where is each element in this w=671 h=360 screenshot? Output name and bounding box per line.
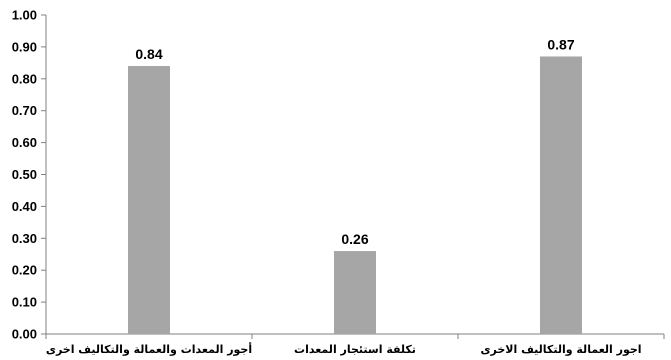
y-tick-label: 0.50 [12,167,37,182]
y-axis: 0.00 0.10 0.20 0.30 0.40 0.50 0.60 0.70 0.80 0.90… [12,8,47,342]
y-tick-label: 0.00 [12,327,37,342]
y-tick-label: 0.70 [12,103,37,118]
y-tick-label: 0.60 [12,135,37,150]
data-label: 0.84 [135,46,162,62]
y-tick-label: 0.30 [12,231,37,246]
data-labels: 0.84 0.26 0.87 [135,36,574,247]
bar [128,66,170,334]
y-tick-label: 1.00 [12,8,37,23]
category-labels: أجور المعدات والعمالة والتكاليف اخرى تكلف… [46,342,642,356]
data-label: 0.26 [341,231,368,247]
x-axis [45,333,665,339]
bar [540,56,582,334]
category-label: اجور العمالة والتكاليف الاخرى [480,343,641,356]
y-tick-label: 0.80 [12,71,37,86]
category-label: تكلفة استئجار المعدات [294,343,416,356]
y-tick-label: 0.10 [12,295,37,310]
category-label: أجور المعدات والعمالة والتكاليف اخرى [46,342,252,356]
y-tick-label: 0.20 [12,263,37,278]
bars [128,56,582,334]
data-label: 0.87 [547,36,574,52]
bar [334,251,376,334]
y-tick-label: 0.40 [12,199,37,214]
y-tick-label: 0.90 [12,39,37,54]
